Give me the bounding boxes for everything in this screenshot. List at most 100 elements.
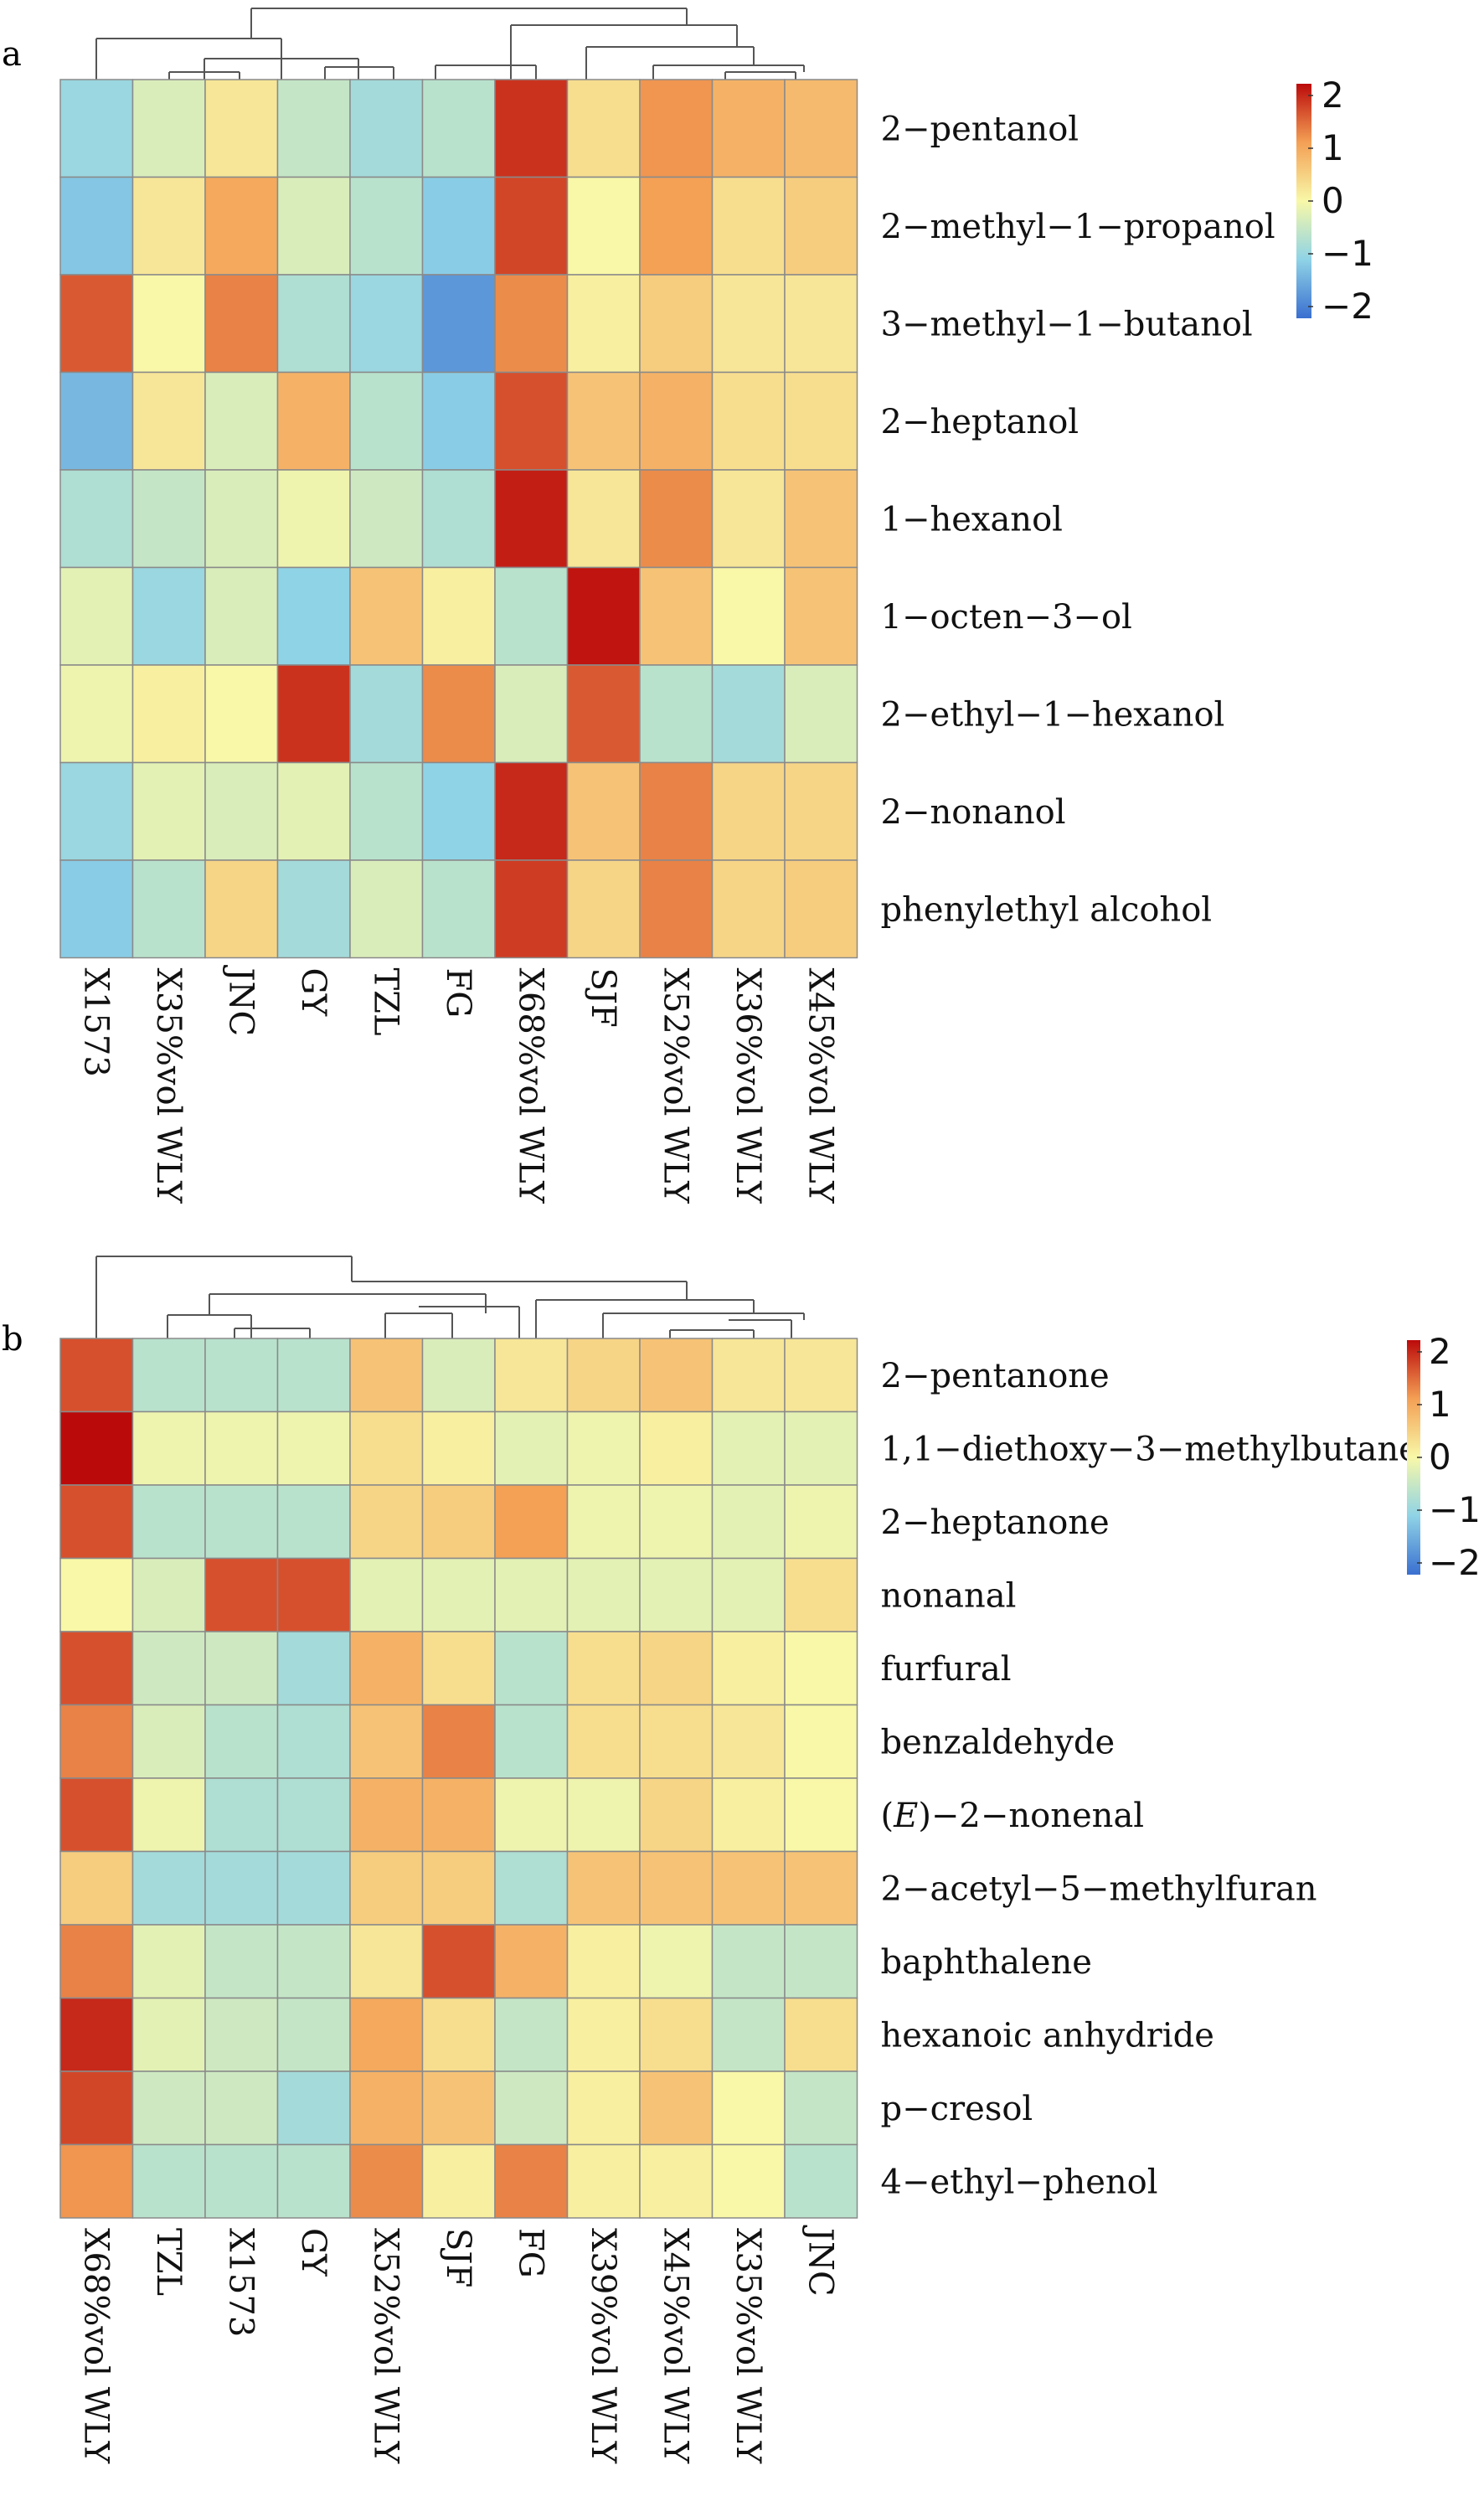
heatmap-cell (421, 859, 496, 959)
color-scale-tick-label: 0 (1429, 1436, 1451, 1477)
heatmap-cell (711, 566, 786, 666)
heatmap-cell (639, 566, 714, 666)
color-scale-tick-label: 2 (1429, 1331, 1451, 1372)
heatmap-cell (421, 1557, 496, 1632)
heatmap-cell (494, 371, 569, 471)
heatmap-cell (131, 274, 206, 374)
heatmap-cell (784, 761, 858, 861)
heatmap-cell (421, 566, 496, 666)
heatmap-cell (566, 859, 641, 959)
heatmap-cell (349, 1924, 424, 1999)
heatmap-cell (784, 1631, 858, 1706)
heatmap-cell (349, 1704, 424, 1779)
heatmap-cell (639, 176, 714, 276)
heatmap-cell (421, 1704, 496, 1779)
heatmap-cell (349, 274, 424, 374)
column-label: TZL (149, 2228, 188, 2296)
heatmap-cell (639, 469, 714, 569)
heatmap-cell (421, 1410, 496, 1486)
heatmap-cell (59, 566, 134, 666)
heatmap-cell (131, 469, 206, 569)
row-label: 1,1−diethoxy−3−methylbutane (881, 1430, 1419, 1468)
heatmap-cell (566, 371, 641, 471)
heatmap-cell (204, 2071, 279, 2146)
heatmap-cell (494, 1338, 569, 1413)
heatmap-cell (566, 1631, 641, 1706)
heatmap-cell (711, 1338, 786, 1413)
color-scale-legend: 2 1 0 −1 −2 (1296, 75, 1373, 327)
heatmap-cell (421, 469, 496, 569)
heatmap-cell (59, 371, 134, 471)
heatmap-cell (276, 1410, 351, 1486)
heatmap-cell (784, 1997, 858, 2072)
heatmap-cell (784, 2143, 858, 2219)
heatmap-cell (276, 371, 351, 471)
heatmap-cell (711, 79, 786, 178)
heatmap-cell (566, 274, 641, 374)
column-label: JNC (801, 2225, 839, 2297)
heatmap-cell (494, 1557, 569, 1632)
heatmap-cell (59, 1777, 134, 1853)
column-label: GY (294, 968, 332, 1017)
heatmap-cell (349, 664, 424, 764)
heatmap-cell (784, 2071, 858, 2146)
color-scale-tick-label: 1 (1322, 127, 1344, 168)
heatmap-cell (204, 1631, 279, 1706)
heatmap-cell (276, 566, 351, 666)
heatmap-cell (131, 79, 206, 178)
heatmap-cell (494, 664, 569, 764)
row-label: p−cresol (881, 2090, 1033, 2128)
heatmap-cell (711, 2071, 786, 2146)
row-label: baphthalene (881, 1943, 1092, 1982)
heatmap-cell (784, 1777, 858, 1853)
heatmap-cell (494, 1777, 569, 1853)
heatmap-cell (784, 1557, 858, 1632)
heatmap-cell (566, 1777, 641, 1853)
heatmap-cell (421, 761, 496, 861)
heatmap-cell (639, 1850, 714, 1926)
heatmap-cell (59, 1850, 134, 1926)
heatmap-cell (59, 761, 134, 861)
heatmap-cell (711, 469, 786, 569)
heatmap-cell (204, 1410, 279, 1486)
heatmap-cell (494, 176, 569, 276)
heatmap-cell (711, 859, 786, 959)
heatmap-cell (59, 664, 134, 764)
heatmap-cell (711, 2143, 786, 2219)
heatmap-cell (711, 1704, 786, 1779)
heatmap-cell (276, 176, 351, 276)
heatmap-cell (784, 79, 858, 178)
heatmap-cell (204, 274, 279, 374)
heatmap-cell (349, 176, 424, 276)
row-label: 2−heptanol (881, 403, 1080, 441)
column-label: X35%vol WLY (149, 968, 188, 1204)
heatmap-cell (494, 1924, 569, 1999)
heatmap-cell (204, 1777, 279, 1853)
heatmap-cell (494, 469, 569, 569)
heatmap-cell (59, 79, 134, 178)
row-label: 1−hexanol (881, 500, 1063, 539)
heatmap-cell (204, 566, 279, 666)
heatmap-cell (131, 859, 206, 959)
heatmap-cell (59, 1924, 134, 1999)
column-label: X1573 (221, 2228, 260, 2337)
heatmap-cell (204, 859, 279, 959)
heatmap-cell (349, 469, 424, 569)
heatmap-cell (131, 1997, 206, 2072)
heatmap-cell (421, 274, 496, 374)
heatmap-cell (204, 469, 279, 569)
heatmap-cell (59, 176, 134, 276)
heatmap-cell (59, 2071, 134, 2146)
row-label: (E)−2−nonenal (881, 1797, 1145, 1835)
heatmap-cell (566, 1997, 641, 2072)
heatmap-cell (566, 1338, 641, 1413)
color-scale-tick-label: −2 (1322, 286, 1373, 327)
row-label: 2−heptanone (881, 1503, 1110, 1542)
heatmap-cell (494, 761, 569, 861)
color-scale-bar (1407, 1340, 1420, 1575)
heatmap-cell (276, 2143, 351, 2219)
heatmap-cell (59, 1338, 134, 1413)
heatmap-cell (131, 1850, 206, 1926)
heatmap-cell (276, 79, 351, 178)
heatmap-cell (421, 1631, 496, 1706)
